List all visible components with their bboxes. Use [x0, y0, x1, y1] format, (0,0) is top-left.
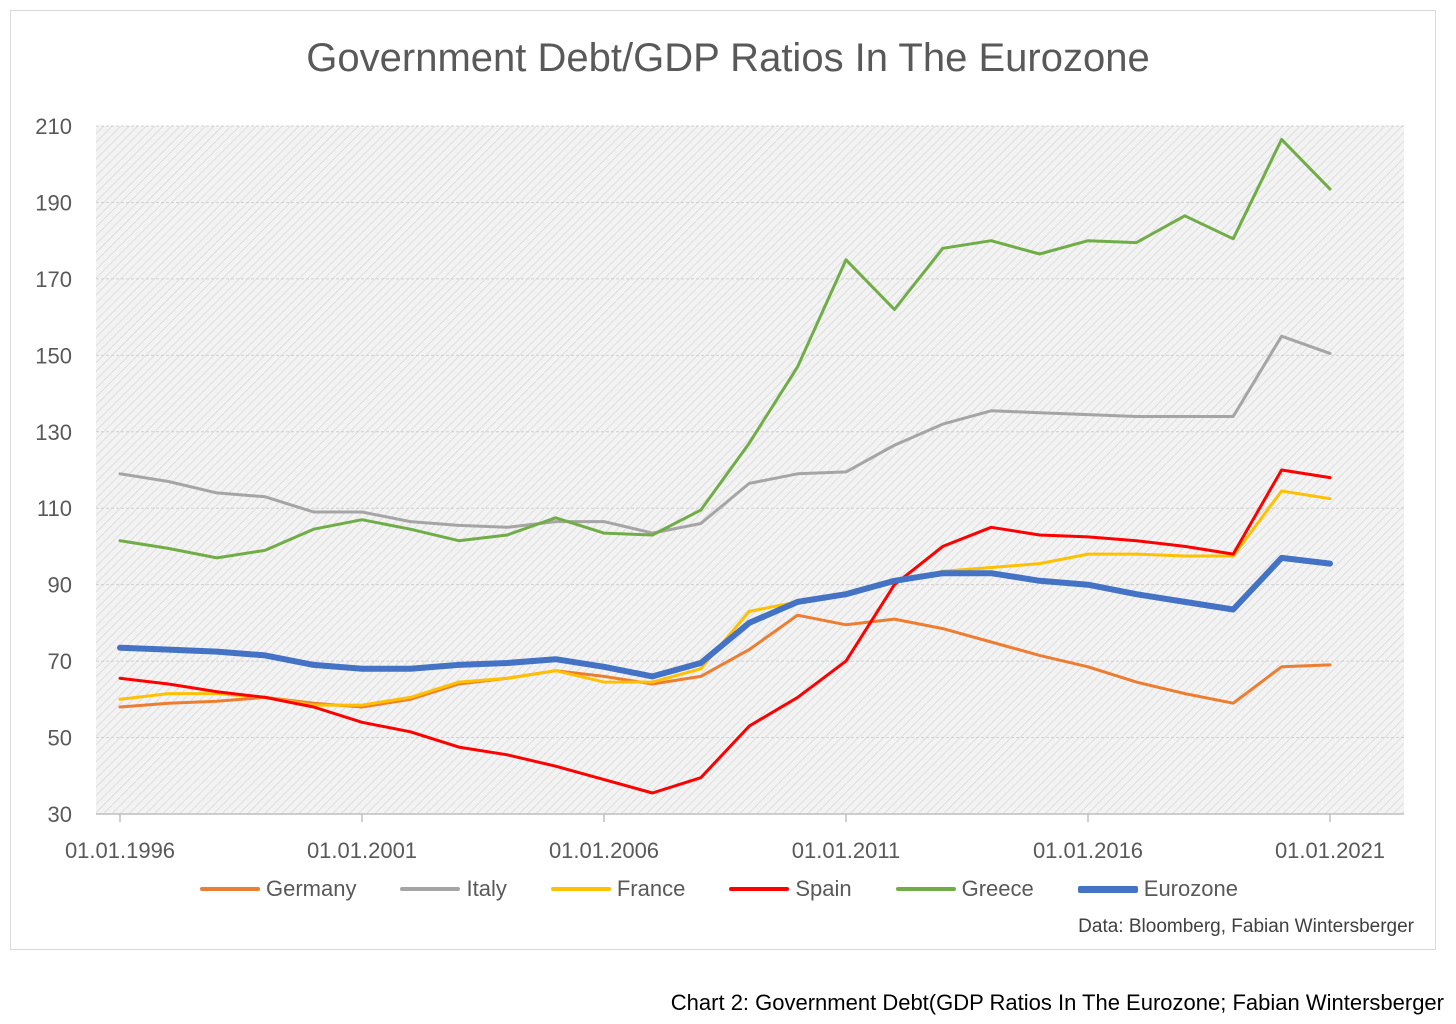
- x-tick-label: 01.01.2001: [307, 838, 417, 863]
- legend-item-france: France: [550, 876, 686, 902]
- y-tick-label: 170: [35, 267, 72, 292]
- x-tick-label: 01.01.1996: [65, 838, 175, 863]
- grid-lines: [96, 125, 1404, 739]
- y-tick-label: 150: [35, 343, 72, 368]
- series-lines: [117, 137, 1333, 795]
- axes: 30 50 70 90 110 130 150 170 190 210 01.01.1996 01.0…: [35, 114, 1404, 863]
- source-note: Data: Bloomberg, Fabian Wintersberger: [1078, 916, 1414, 937]
- y-tick-label: 30: [48, 802, 72, 827]
- legend-swatch: [200, 887, 260, 891]
- legend-item-eurozone: Eurozone: [1077, 876, 1238, 902]
- legend-swatch: [400, 887, 461, 891]
- legend-item-germany: Germany: [200, 876, 356, 902]
- legend-swatch: [895, 887, 956, 891]
- legend-label: Spain: [795, 876, 852, 901]
- figure-caption: Chart 2: Government Debt(GDP Ratios In T…: [670, 990, 1444, 1015]
- legend-label: Italy: [466, 876, 507, 901]
- legend-label: France: [616, 876, 686, 901]
- legend-swatch: [729, 887, 790, 891]
- legend: Germany Italy France Spain Greece Eurozone: [200, 876, 1282, 902]
- y-tick-label: 130: [35, 420, 72, 445]
- series-line-greece: [118, 137, 1332, 560]
- y-tick-label: 70: [48, 649, 72, 674]
- x-tick-label: 01.01.2016: [1033, 838, 1143, 863]
- series-line-spain: [118, 468, 1332, 795]
- legend-item-greece: Greece: [895, 876, 1034, 902]
- legend-swatch: [550, 887, 611, 891]
- y-tick-label: 110: [37, 496, 72, 521]
- chart-title: Government Debt/GDP Ratios In The Eurozo…: [306, 36, 1150, 80]
- x-tick-label: 01.01.2011: [792, 838, 900, 863]
- legend-label: Germany: [266, 876, 357, 901]
- y-tick-label: 50: [48, 726, 72, 751]
- y-tick-label: 190: [35, 190, 72, 215]
- y-tick-label: 210: [35, 114, 72, 139]
- legend-item-italy: Italy: [400, 876, 507, 902]
- series-line-italy: [118, 334, 1332, 535]
- x-tick-label: 01.01.2006: [549, 838, 659, 863]
- legend-swatch: [1077, 885, 1138, 893]
- legend-label: Greece: [961, 876, 1034, 901]
- plot-area: [96, 126, 1404, 814]
- legend-label: Eurozone: [1143, 876, 1238, 901]
- series-line-eurozone: [117, 554, 1333, 680]
- x-tick-label: 01.01.2021: [1275, 838, 1385, 863]
- y-tick-label: 90: [48, 573, 72, 598]
- legend-item-spain: Spain: [729, 876, 852, 902]
